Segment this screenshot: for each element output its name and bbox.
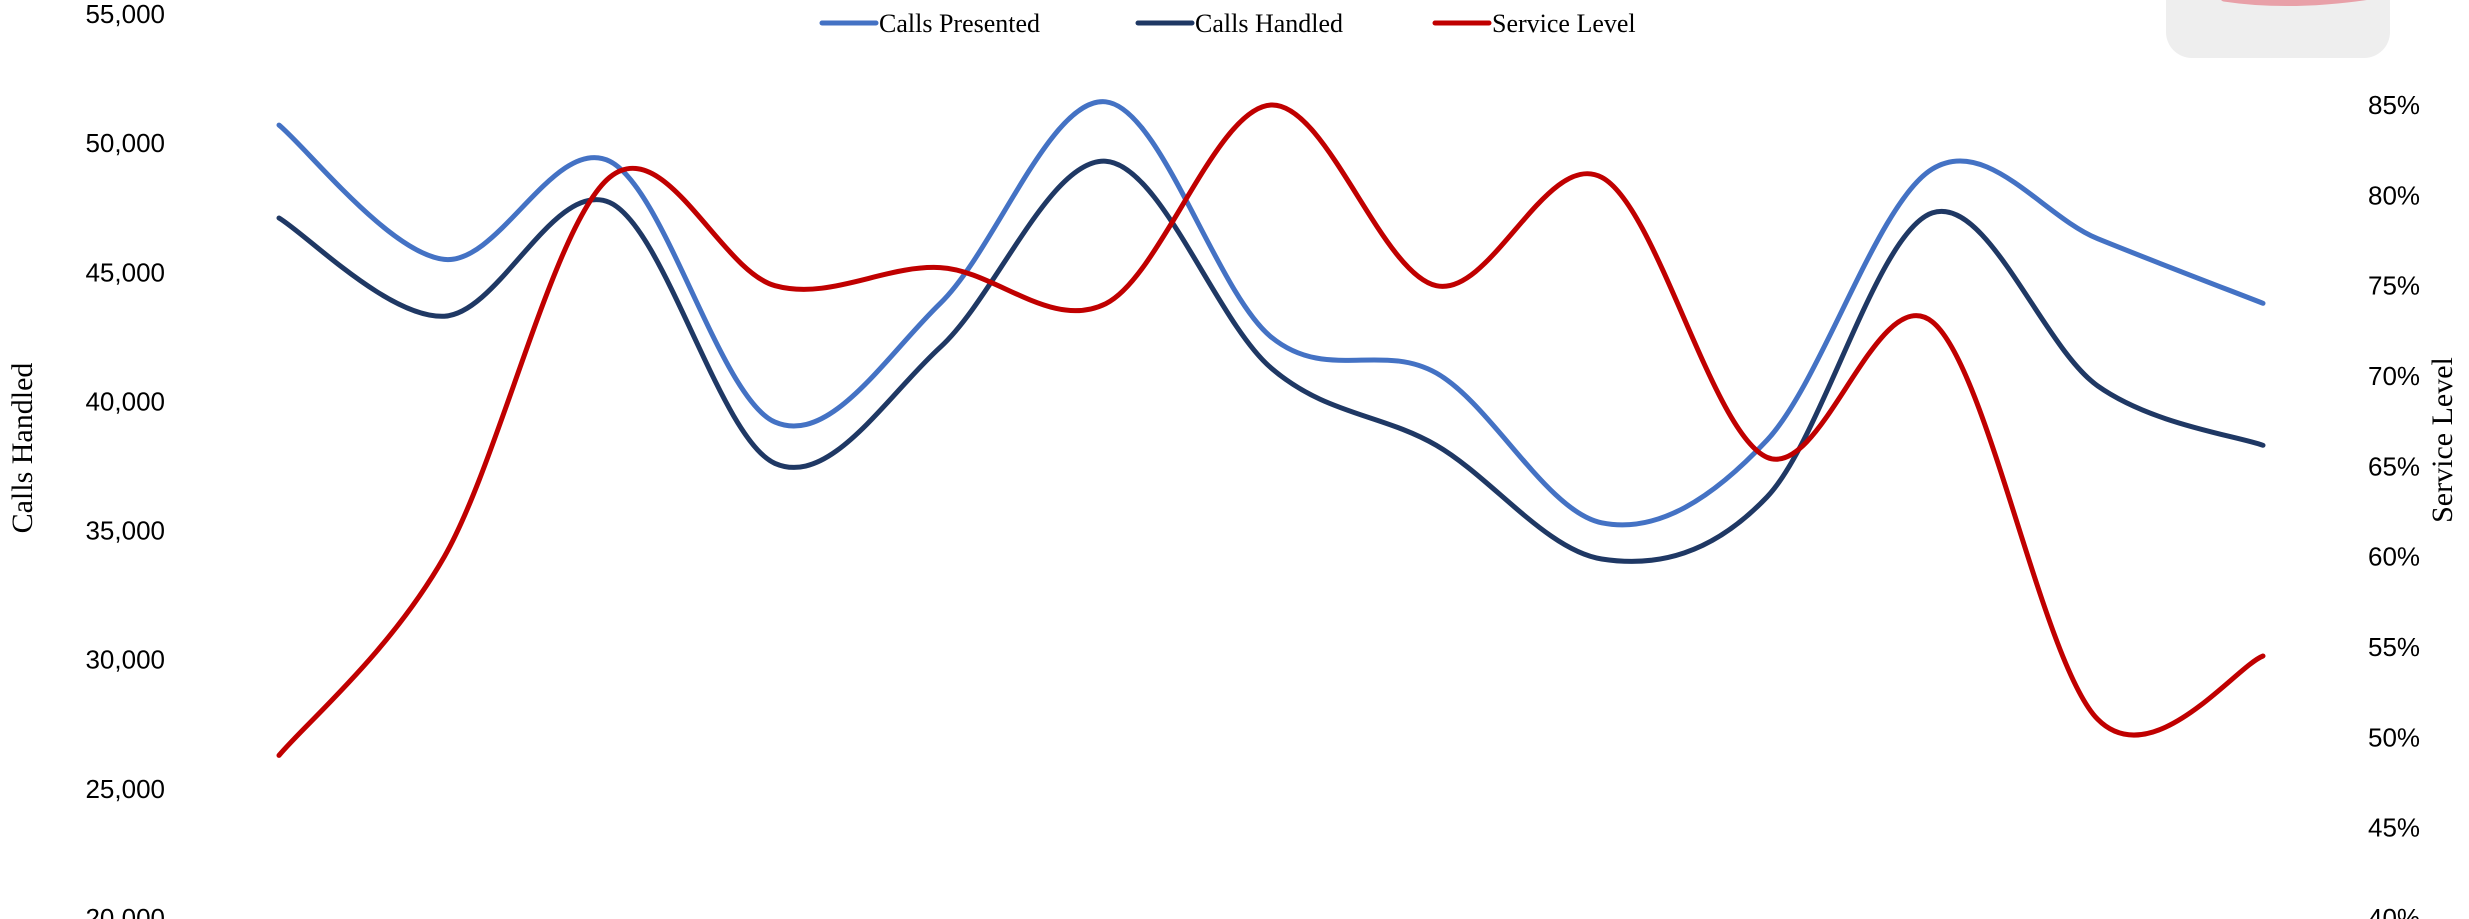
right-tick-label: 50% — [2368, 722, 2420, 752]
series-lines — [276, 99, 2266, 758]
right-tick-label: 45% — [2368, 813, 2420, 843]
left-tick-label: 45,000 — [85, 257, 165, 287]
right-tick-label: 75% — [2368, 271, 2420, 301]
left-axis-title: Calls Handled — [6, 363, 39, 534]
right-tick-label: 85% — [2368, 90, 2420, 120]
right-tick-label: 70% — [2368, 361, 2420, 391]
series-line-calls-presented — [276, 99, 2266, 528]
legend-label: Service Level — [1492, 9, 1636, 38]
left-tick-label: 35,000 — [85, 516, 165, 546]
left-tick-label: 50,000 — [85, 128, 165, 158]
series-line-calls-handled — [276, 158, 2266, 564]
series-line-service-level — [276, 102, 2266, 758]
legend-label: Calls Handled — [1195, 9, 1343, 38]
left-tick-label: 40,000 — [85, 386, 165, 416]
corner-badge — [2166, 0, 2390, 58]
right-tick-label: 80% — [2368, 180, 2420, 210]
left-tick-label: 55,000 — [85, 0, 165, 29]
logo-badge-icon — [2221, 0, 2367, 7]
legend[interactable]: Calls Presented Calls Handled Service Leve… — [819, 9, 1636, 38]
legend-item-calls-presented[interactable]: Calls Presented — [819, 9, 1040, 38]
right-tick-label: 55% — [2368, 632, 2420, 662]
right-tick-label: 65% — [2368, 451, 2420, 481]
legend-label: Calls Presented — [879, 9, 1040, 38]
left-tick-label: 20,000 — [85, 903, 165, 919]
right-y-axis: 85% 80% 75% 70% 65% 60% 55% 50% 45% 40% — [2368, 90, 2420, 919]
legend-item-service-level[interactable]: Service Level — [1432, 9, 1636, 38]
right-tick-label: 60% — [2368, 542, 2420, 572]
left-y-axis: 55,000 50,000 45,000 40,000 35,000 30,000 25,0… — [85, 0, 165, 919]
left-tick-label: 30,000 — [85, 645, 165, 675]
right-axis-title: Service Level — [2426, 357, 2459, 523]
left-tick-label: 25,000 — [85, 774, 165, 804]
legend-item-calls-handled[interactable]: Calls Handled — [1135, 9, 1343, 38]
badge-background — [2166, 0, 2390, 58]
right-tick-label: 40% — [2368, 903, 2420, 919]
